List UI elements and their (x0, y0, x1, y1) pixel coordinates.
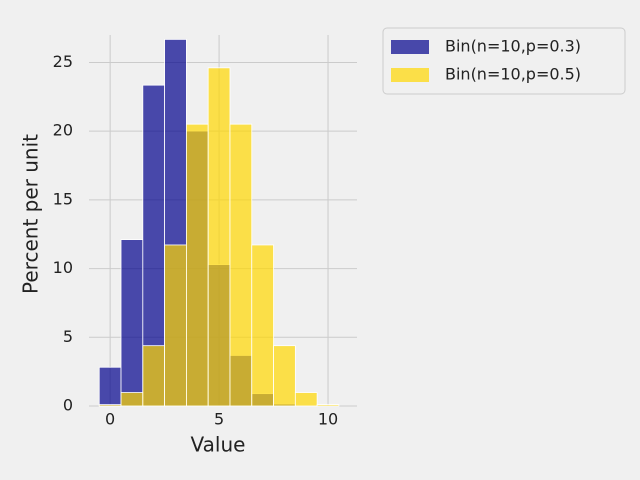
bar (98, 366, 122, 407)
bar (207, 67, 231, 407)
bar (120, 392, 144, 407)
legend-label: Bin(n=10,p=0.3) (445, 37, 581, 56)
bar (120, 239, 144, 407)
y-tick-label: 0 (63, 396, 73, 415)
x-tick-label: 5 (214, 410, 224, 429)
y-tick-label: 15 (53, 189, 73, 208)
bar (98, 404, 122, 407)
legend-box (382, 27, 626, 95)
y-tick-label: 25 (53, 52, 73, 71)
bar (164, 244, 187, 407)
bar (273, 345, 296, 407)
x-axis-label: Value (191, 433, 246, 457)
bar (294, 392, 318, 407)
y-tick-label: 5 (63, 327, 73, 346)
bar (229, 123, 253, 407)
y-tick-label: 20 (53, 121, 73, 140)
bar (316, 404, 340, 407)
y-axis-label: Percent per unit (19, 134, 43, 294)
bar (251, 244, 274, 407)
x-tick-label: 0 (105, 410, 115, 429)
bar (185, 123, 209, 407)
bar (142, 345, 166, 407)
legend-label: Bin(n=10,p=0.5) (445, 65, 581, 84)
legend-swatch (391, 40, 429, 54)
x-tick-label: 10 (318, 410, 338, 429)
legend-swatch (391, 68, 429, 82)
y-tick-label: 10 (53, 258, 73, 277)
